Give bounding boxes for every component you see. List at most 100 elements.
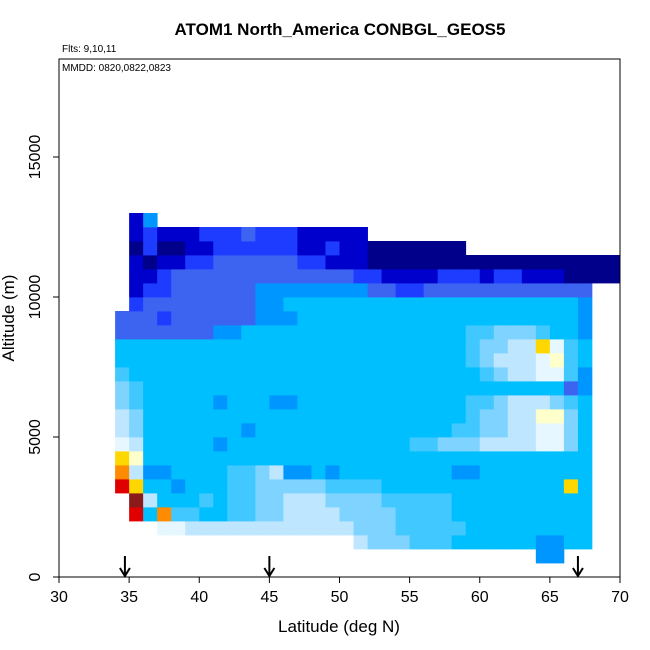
heatmap-cell <box>423 297 439 312</box>
heatmap-cell <box>549 325 565 340</box>
heatmap-cell <box>311 493 326 508</box>
heatmap-cell <box>255 465 270 480</box>
heatmap-cell <box>395 297 411 312</box>
heatmap-cell <box>577 493 593 508</box>
heatmap-cell <box>437 507 453 522</box>
heatmap-cell <box>521 465 537 480</box>
heatmap-cell <box>423 311 439 326</box>
heatmap-cell <box>465 255 481 270</box>
heatmap-cell <box>549 451 565 466</box>
heatmap-cell <box>199 283 214 298</box>
heatmap-cell <box>577 269 593 284</box>
heatmap-cell <box>507 325 523 340</box>
heatmap-cell <box>479 493 495 508</box>
heatmap-cell <box>283 297 298 312</box>
heatmap-cell <box>381 297 396 312</box>
heatmap-cell <box>115 381 130 396</box>
heatmap-cell <box>325 395 340 410</box>
heatmap-cell <box>535 507 551 522</box>
heatmap-cell <box>367 465 382 480</box>
heatmap-cell <box>535 451 551 466</box>
heatmap-cell <box>157 311 172 326</box>
heatmap-cell <box>255 367 270 382</box>
heatmap-cell <box>339 227 354 242</box>
heatmap-cell <box>241 381 256 396</box>
heatmap-cell <box>129 227 144 242</box>
heatmap-cell <box>409 353 425 368</box>
heatmap-cell <box>185 437 200 452</box>
heatmap-cell <box>493 507 509 522</box>
heatmap-cell <box>129 297 144 312</box>
heatmap-cell <box>199 409 214 424</box>
heatmap-cell <box>227 521 242 536</box>
heatmap-cell <box>479 297 495 312</box>
heatmap-cell <box>563 451 579 466</box>
flight-arrow-head <box>572 567 584 578</box>
heatmap-cell <box>353 451 368 466</box>
heatmap-cell <box>451 409 467 424</box>
heatmap-cell <box>213 437 228 452</box>
heatmap-cell <box>255 479 270 494</box>
heatmap-cell <box>213 395 228 410</box>
heatmap-cell <box>479 451 495 466</box>
heatmap-cell <box>507 283 523 298</box>
heatmap-cell <box>297 479 312 494</box>
heatmap-cell <box>269 227 284 242</box>
heatmap-cell <box>395 367 411 382</box>
heatmap-cell <box>157 409 172 424</box>
heatmap-cell <box>395 241 411 256</box>
heatmap-cell <box>199 493 214 508</box>
heatmap-cell <box>297 241 312 256</box>
heatmap-cell <box>563 255 579 270</box>
heatmap-cell <box>591 255 607 270</box>
heatmap-cell <box>185 227 200 242</box>
heatmap-cell <box>185 283 200 298</box>
heatmap-cell <box>437 297 453 312</box>
heatmap-cell <box>129 479 144 494</box>
heatmap-cell <box>115 311 130 326</box>
heatmap-cell <box>269 395 284 410</box>
heatmap-cell <box>437 367 453 382</box>
heatmap-cell <box>507 367 523 382</box>
heatmap-cell <box>255 521 270 536</box>
heatmap-cell <box>283 311 298 326</box>
heatmap-cell <box>353 521 368 536</box>
heatmap-cell <box>311 395 326 410</box>
heatmap-cell <box>381 381 396 396</box>
heatmap-cell <box>269 339 284 354</box>
heatmap-cell <box>549 521 565 536</box>
x-tick-label: 70 <box>611 589 629 606</box>
heatmap-cell <box>325 479 340 494</box>
heatmap-cell <box>549 255 565 270</box>
heatmap-cell <box>353 479 368 494</box>
heatmap-cell <box>213 493 228 508</box>
heatmap-cell <box>451 395 467 410</box>
heatmap-cell <box>493 479 509 494</box>
heatmap-cell <box>199 395 214 410</box>
heatmap-cell <box>381 437 396 452</box>
heatmap-cell <box>129 311 144 326</box>
heatmap-cell <box>213 409 228 424</box>
heatmap-cell <box>479 437 495 452</box>
heatmap-cell <box>227 227 242 242</box>
heatmap-cell <box>465 521 481 536</box>
heatmap-cell <box>465 437 481 452</box>
heatmap-cell <box>213 353 228 368</box>
heatmap-cell <box>451 381 467 396</box>
heatmap-cell <box>269 283 284 298</box>
heatmap-cell <box>381 255 396 270</box>
heatmap-cell <box>367 339 382 354</box>
heatmap-cell <box>241 479 256 494</box>
heatmap-cell <box>563 465 579 480</box>
heatmap-cell <box>451 479 467 494</box>
heatmap-cell <box>535 353 551 368</box>
heatmap-cell <box>199 269 214 284</box>
heatmap-cell <box>143 423 158 438</box>
heatmap-cell <box>493 311 509 326</box>
heatmap-cell <box>213 423 228 438</box>
heatmap-cell <box>269 479 284 494</box>
heatmap-cell <box>157 465 172 480</box>
heatmap-cell <box>297 227 312 242</box>
heatmap-cell <box>255 325 270 340</box>
heatmap-cell <box>143 507 158 522</box>
